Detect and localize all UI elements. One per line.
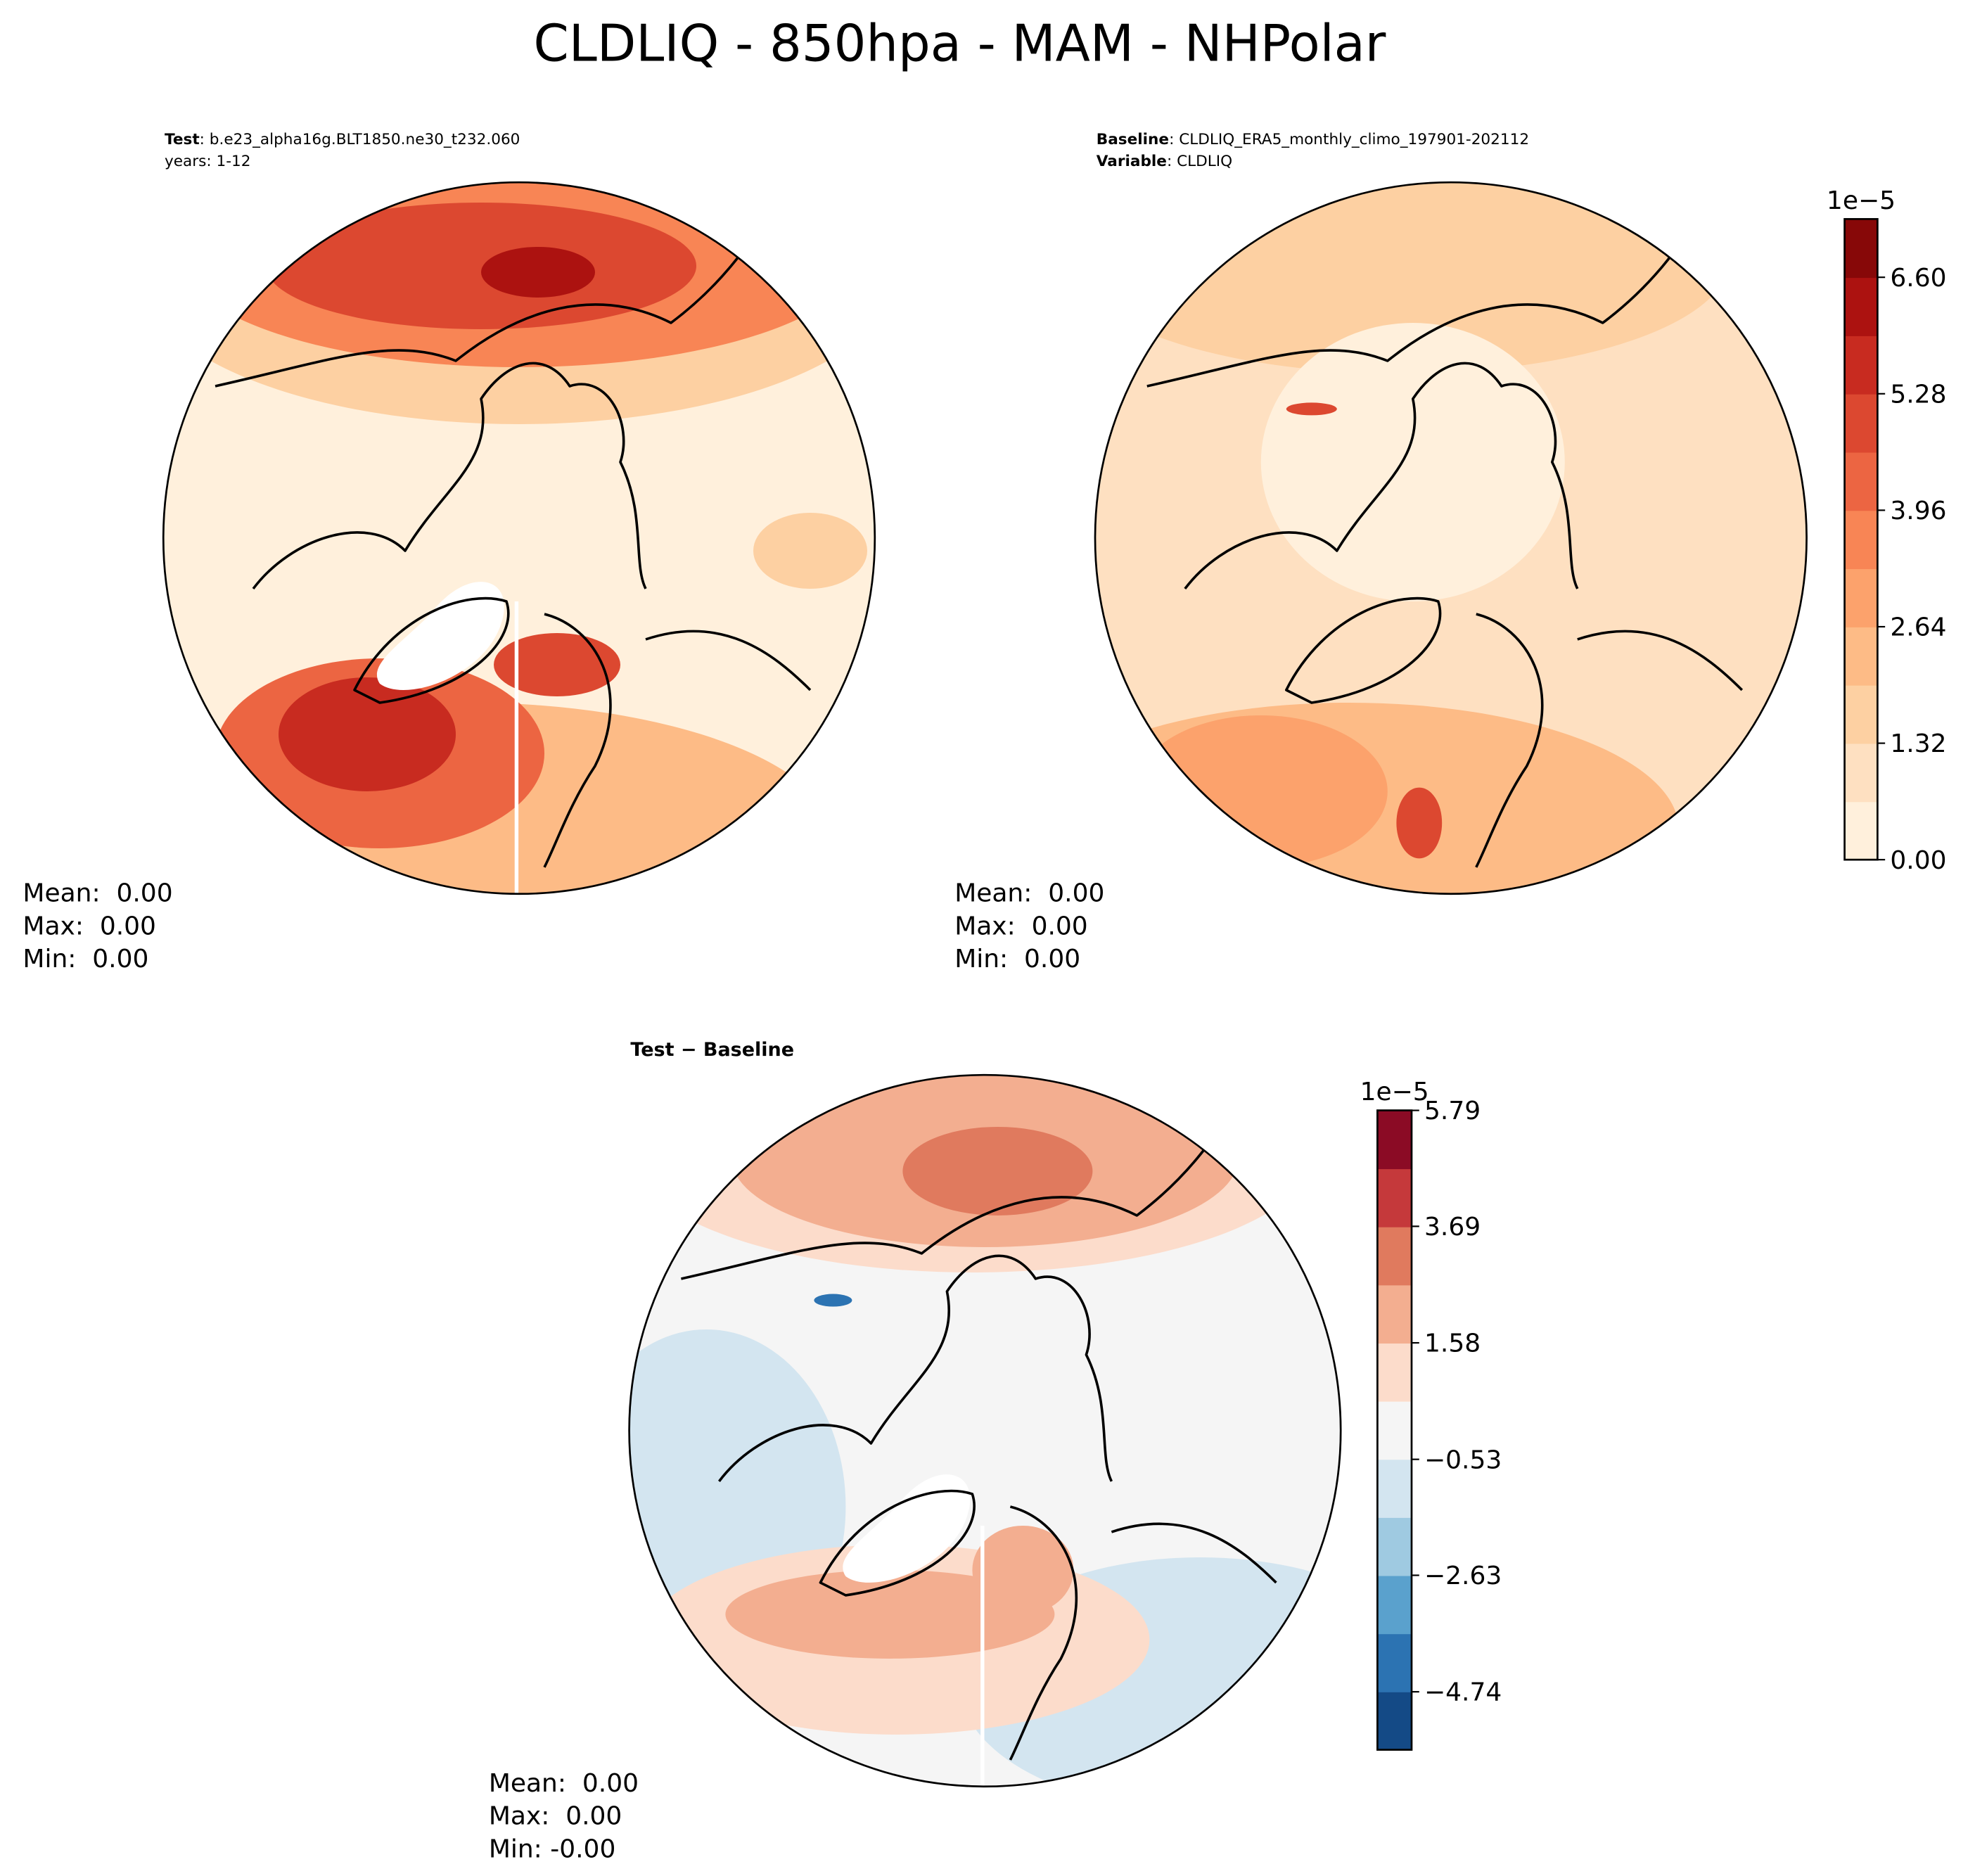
colorbar-offset: 1e−5 xyxy=(1827,186,1896,215)
colorbar-tick-label: 1.58 xyxy=(1424,1329,1481,1358)
colorbar-band xyxy=(1377,1343,1412,1402)
stat: Max: 0.00 xyxy=(489,1802,622,1831)
stat: Max: 0.00 xyxy=(23,912,156,940)
colorbar-tick-label: 6.60 xyxy=(1890,264,1946,293)
header-value: : b.e23_alpha16g.BLT1850.ne30_t232.060 xyxy=(200,131,520,148)
header-key: Baseline xyxy=(1097,131,1169,148)
colorbar-band xyxy=(1377,1691,1412,1751)
panel-header: years: 1-12 xyxy=(165,153,250,170)
colorbar-band xyxy=(1844,743,1878,803)
colorbar-band xyxy=(1844,335,1878,395)
colorbar-frame xyxy=(1376,1109,1413,1751)
colorbar-band xyxy=(1844,801,1878,861)
stat: Min: 0.00 xyxy=(954,945,1080,974)
panel-header: Variable: CLDLIQ xyxy=(1097,153,1232,170)
stat: Mean: 0.00 xyxy=(23,879,172,908)
panel-header: Baseline: CLDLIQ_ERA5_monthly_climo_1979… xyxy=(1097,131,1529,148)
colorbar-tick-label: 2.64 xyxy=(1890,613,1946,642)
colorbar-tick-label: −0.53 xyxy=(1424,1446,1502,1474)
figure-title: CLDLIQ - 850hpa - MAM - NHPolar xyxy=(533,13,1386,72)
stat: Min: -0.00 xyxy=(489,1835,616,1864)
colorbars: 1e−5 0.00 1.32 2.64 3.96 5.28 6.60 1e−5 −4.74 −2.… xyxy=(1360,186,1946,1751)
map xyxy=(1094,181,1808,895)
stat: Max: 0.00 xyxy=(954,912,1088,940)
colorbar-band xyxy=(1377,1400,1412,1460)
colorbar-band xyxy=(1377,1633,1412,1692)
colorbar-tick-label: 5.79 xyxy=(1424,1097,1481,1125)
map xyxy=(162,181,876,895)
stat: Min: 0.00 xyxy=(23,945,148,974)
colorbar-band xyxy=(1377,1110,1412,1170)
colorbar-band xyxy=(1844,277,1878,336)
stat: Mean: 0.00 xyxy=(954,879,1104,908)
stat: Mean: 0.00 xyxy=(489,1769,639,1798)
header-value: : CLDLIQ_ERA5_monthly_climo_197901-20211… xyxy=(1169,131,1529,148)
colorbar-tick-label: 5.28 xyxy=(1890,380,1946,409)
colorbar-tick-label: 1.32 xyxy=(1890,729,1946,758)
map xyxy=(628,1073,1342,1788)
colorbar-tick-label: 0.00 xyxy=(1890,846,1946,875)
colorbar-band xyxy=(1377,1459,1412,1518)
header-key: Variable xyxy=(1097,153,1167,170)
colorbar-band xyxy=(1844,568,1878,627)
colorbar-band xyxy=(1377,1226,1412,1286)
colorbar-tick-label: 3.69 xyxy=(1424,1213,1481,1242)
colorbar-tick-label: −4.74 xyxy=(1424,1678,1502,1707)
colorbar-tick-label: −2.63 xyxy=(1424,1562,1502,1590)
colorbar-band xyxy=(1844,393,1878,453)
header-key: Test xyxy=(165,131,200,148)
colorbar-band xyxy=(1844,452,1878,511)
panel-header: Test: b.e23_alpha16g.BLT1850.ne30_t232.0… xyxy=(165,131,520,148)
header-value: : CLDLIQ xyxy=(1167,153,1232,170)
colorbar-frame xyxy=(1843,218,1879,861)
colorbar-band xyxy=(1377,1168,1412,1227)
colorbar-band xyxy=(1844,510,1878,570)
colorbar-offset: 1e−5 xyxy=(1360,1078,1429,1106)
colorbar-tick-label: 3.96 xyxy=(1890,497,1946,525)
colorbar-band xyxy=(1377,1575,1412,1635)
colorbar-band xyxy=(1377,1517,1412,1576)
colorbar-band xyxy=(1844,684,1878,744)
panel-header: Test − Baseline xyxy=(630,1039,794,1061)
colorbar-band xyxy=(1377,1284,1412,1344)
colorbar-band xyxy=(1844,219,1878,279)
colorbar-band xyxy=(1844,626,1878,686)
